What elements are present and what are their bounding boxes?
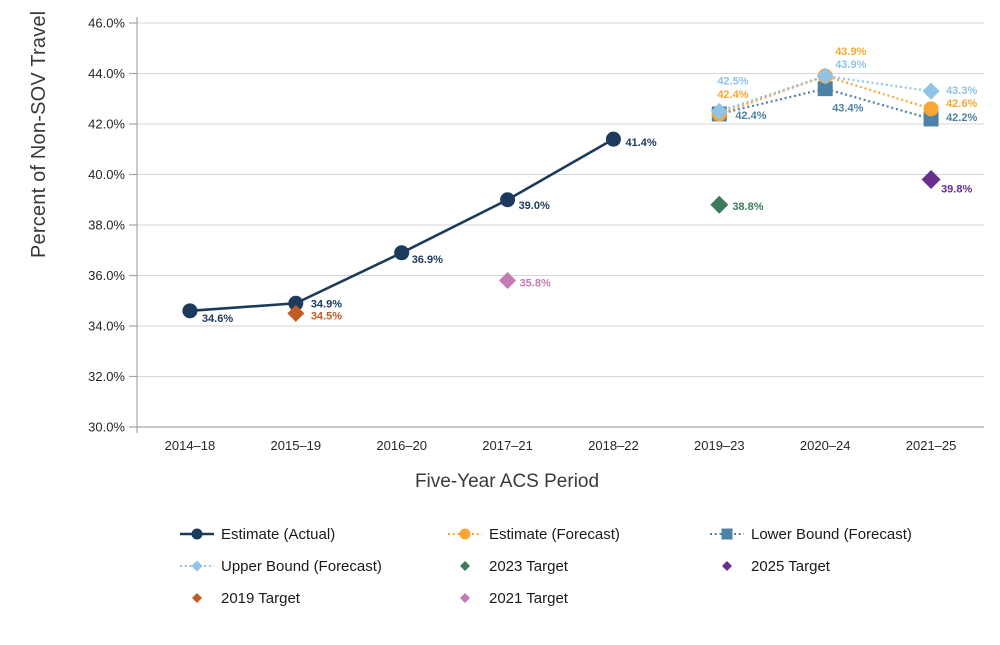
data-label-upper-bound-forecast: 42.5%: [717, 75, 748, 87]
y-tick-label: 42.0%: [88, 117, 125, 132]
data-point-marker-estimate-actual: [605, 131, 621, 147]
data-point-marker-upper-bound-forecast: [922, 82, 940, 100]
data-label-estimate-actual: 39.0%: [519, 200, 550, 212]
y-tick-label: 40.0%: [88, 167, 125, 182]
legend-item-label: 2021 Target: [489, 589, 568, 607]
x-tick-label: 2014–18: [165, 438, 216, 453]
legend-marker-line-circle-icon: [180, 528, 214, 540]
data-label-estimate-actual: 41.4%: [625, 137, 656, 149]
y-tick-label: 44.0%: [88, 66, 125, 81]
legend-item-label: 2019 Target: [221, 589, 300, 607]
legend-marker-diamond-icon: [722, 561, 732, 571]
data-label-lower-bound-forecast: 42.4%: [735, 110, 766, 122]
x-tick-label: 2021–25: [906, 438, 957, 453]
data-label-estimate-actual: 34.9%: [311, 298, 342, 310]
legend-marker-diamond-icon: [192, 593, 202, 603]
x-tick-label: 2017–21: [482, 438, 533, 453]
legend-marker-shape: [460, 593, 470, 603]
x-tick-label: 2015–19: [271, 438, 322, 453]
legend-item-label: Estimate (Actual): [221, 525, 336, 543]
legend-item: Upper Bound (Forecast): [180, 555, 448, 577]
data-point-marker-estimate-actual: [288, 295, 304, 311]
y-tick-label: 46.0%: [88, 16, 125, 31]
data-label-2019-target: 34.5%: [311, 310, 342, 322]
data-point-marker-estimate-actual: [394, 245, 410, 261]
legend-item-label: 2025 Target: [751, 557, 830, 575]
legend-marker-shape: [192, 593, 202, 603]
legend-marker-shape: [191, 528, 203, 540]
x-tick-label: 2019–23: [694, 438, 745, 453]
legend-item: 2023 Target: [448, 555, 710, 577]
data-point-marker-2023-target: [710, 195, 729, 214]
data-point-marker-lower-bound-forecast: [817, 81, 833, 97]
data-label-estimate-actual: 36.9%: [412, 254, 443, 266]
y-tick-label: 32.0%: [88, 369, 125, 384]
legend-item-label: Estimate (Forecast): [489, 525, 620, 543]
data-label-2021-target: 35.8%: [520, 278, 551, 290]
y-tick-label: 30.0%: [88, 420, 125, 435]
data-label-2023-target: 38.8%: [732, 201, 763, 213]
legend-marker-line-diamond-icon: [180, 560, 214, 572]
legend-item-label: Upper Bound (Forecast): [221, 557, 382, 575]
legend-marker-shape: [721, 528, 733, 540]
data-point-marker-upper-bound-forecast: [816, 67, 834, 85]
data-point-marker-estimate-actual: [182, 303, 198, 319]
data-label-upper-bound-forecast: 43.9%: [835, 59, 866, 71]
data-label-estimate-forecast: 42.6%: [946, 98, 977, 110]
data-point-marker-upper-bound-forecast: [710, 102, 728, 120]
legend-item: Estimate (Forecast): [448, 523, 710, 545]
y-tick-label: 36.0%: [88, 268, 125, 283]
legend-marker-diamond-icon: [460, 561, 470, 571]
y-tick-label: 38.0%: [88, 218, 125, 233]
data-label-estimate-forecast: 43.9%: [835, 46, 866, 58]
data-label-2025-target: 39.8%: [941, 184, 972, 196]
legend-marker-shape: [722, 561, 732, 571]
data-point-marker-2025-target: [921, 170, 941, 190]
data-label-lower-bound-forecast: 42.2%: [946, 112, 977, 124]
x-tick-label: 2016–20: [376, 438, 427, 453]
legend-marker-line-square-icon: [710, 528, 744, 540]
data-point-marker-2019-target: [287, 304, 305, 322]
legend-item: 2021 Target: [448, 587, 710, 609]
x-axis-title: Five-Year ACS Period: [414, 471, 600, 492]
data-label-lower-bound-forecast: 43.4%: [832, 103, 863, 115]
legend-marker-line-circle-icon: [448, 528, 482, 540]
x-tick-label: 2020–24: [800, 438, 851, 453]
chart-plot: 30.0% 32.0% 34.0% 36.0% 38.0% 40.0% 42.0% 44.0%…: [88, 16, 984, 453]
legend-marker-shape: [459, 528, 471, 540]
data-point-marker-2021-target: [499, 272, 517, 290]
data-point-marker-estimate-actual: [500, 192, 516, 208]
y-axis-title: Percent of Non-SOV Travel: [28, 10, 50, 258]
data-label-estimate-actual: 34.6%: [202, 313, 233, 325]
y-tick-label: 34.0%: [88, 319, 125, 334]
legend-item: Lower Bound (Forecast): [710, 523, 912, 545]
legend-marker-shape: [460, 561, 470, 571]
chart-legend: Estimate (Actual) Estimate (Forecast) Lowe…: [180, 523, 912, 609]
x-tick-label: 2018–22: [588, 438, 639, 453]
legend-marker-shape: [191, 560, 203, 572]
legend-item: 2025 Target: [710, 555, 912, 577]
data-point-marker-estimate-forecast: [923, 101, 939, 117]
legend-marker-diamond-icon: [460, 593, 470, 603]
legend-item-label: Lower Bound (Forecast): [751, 525, 912, 543]
legend-item: 2019 Target: [180, 587, 448, 609]
data-label-estimate-forecast: 42.4%: [717, 89, 748, 101]
legend-item: Estimate (Actual): [180, 523, 448, 545]
legend-item-label: 2023 Target: [489, 557, 568, 575]
data-label-upper-bound-forecast: 43.3%: [946, 85, 977, 97]
